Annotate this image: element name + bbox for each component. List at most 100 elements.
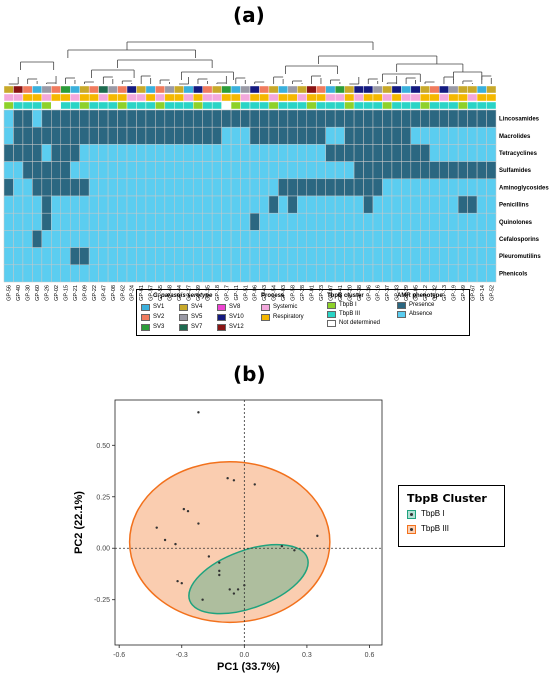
amr-cell <box>249 161 260 180</box>
amr-cell <box>202 161 213 180</box>
process-cell <box>155 93 166 102</box>
amr-cell <box>457 247 468 266</box>
sample-label: GP-15 <box>64 285 70 301</box>
resistance-class-label: Cefalosporins <box>499 237 540 243</box>
amr-cell <box>22 109 33 128</box>
amr-cell <box>88 109 99 128</box>
tbpb-cell <box>429 101 440 110</box>
amr-cell <box>69 264 80 283</box>
process-cell <box>60 93 71 102</box>
amr-cell <box>22 264 33 283</box>
amr-cell <box>353 212 364 231</box>
amr-cell <box>230 161 241 180</box>
amr-swatch <box>397 302 406 309</box>
process-cell <box>401 93 412 102</box>
sample-label: GP-33 <box>395 285 401 301</box>
amr-cell <box>240 144 251 162</box>
serotype-swatch <box>141 304 150 311</box>
serotype-cell <box>363 85 374 94</box>
amr-cell <box>107 178 118 197</box>
tbpb-cell <box>287 101 298 110</box>
amr-cell <box>3 230 14 248</box>
tbpb-cell <box>107 101 118 110</box>
amr-cell <box>334 212 345 231</box>
process-label: Respiratory <box>273 313 304 320</box>
amr-cell <box>107 144 118 162</box>
sample-label: GP-35 <box>205 285 211 301</box>
y-axis-label: PC2 (22.1%) <box>73 491 85 554</box>
amr-cell <box>192 144 203 162</box>
amr-cell <box>249 247 260 266</box>
amr-cell <box>476 247 487 266</box>
amr-cell <box>79 247 90 266</box>
serotype-cell <box>382 85 393 94</box>
serotype-cell <box>88 85 99 94</box>
serotype-cell <box>391 85 402 94</box>
sample-label: GP-51 <box>243 285 249 301</box>
y-tick-label: -0.25 <box>94 597 110 604</box>
amr-cell <box>420 230 431 248</box>
amr-cell <box>88 126 99 145</box>
amr-cell <box>60 161 71 180</box>
amr-cell <box>344 264 355 283</box>
serotype-cell <box>98 85 109 94</box>
process-cell <box>372 93 383 102</box>
amr-cell <box>117 264 128 283</box>
amr-cell <box>249 126 260 145</box>
pca-legend-label: TbpB III <box>421 524 450 533</box>
sample-label: GP-09 <box>82 285 88 301</box>
serotype-swatch <box>179 304 188 311</box>
tbpb-legend-title: TbpB cluster <box>327 293 364 299</box>
amr-cell <box>41 247 52 266</box>
amr-cell <box>438 247 449 266</box>
amr-cell <box>174 264 185 283</box>
amr-cell <box>268 144 279 162</box>
amr-label: Presence <box>409 301 435 308</box>
data-point <box>253 483 256 486</box>
amr-cell <box>334 264 345 283</box>
amr-cell <box>88 264 99 283</box>
amr-cell <box>306 144 317 162</box>
amr-cell <box>211 178 222 197</box>
amr-cell <box>420 195 431 214</box>
amr-cell <box>126 144 137 162</box>
amr-cell <box>98 230 109 248</box>
amr-cell <box>126 109 137 128</box>
panel-a-label: (a) <box>233 3 265 27</box>
amr-cell <box>79 109 90 128</box>
amr-cell <box>467 247 478 266</box>
sample-label: GP-36 <box>366 285 372 301</box>
amr-cell <box>145 109 156 128</box>
amr-cell <box>297 109 308 128</box>
amr-cell <box>259 195 270 214</box>
serotype-cell <box>70 85 80 94</box>
sample-label: GP-41 <box>338 285 344 301</box>
amr-cell <box>107 161 118 180</box>
amr-cell <box>13 230 24 248</box>
amr-cell <box>353 161 364 180</box>
serotype-cell <box>420 85 430 94</box>
amr-cell <box>325 144 336 162</box>
sample-label: GP-03 <box>281 285 287 301</box>
amr-cell <box>155 161 166 180</box>
amr-cell <box>117 247 128 266</box>
amr-cell <box>249 264 260 283</box>
amr-cell <box>221 212 232 231</box>
serotype-cell <box>457 85 468 94</box>
sample-label: GP-02 <box>54 285 60 301</box>
amr-cell <box>98 195 109 214</box>
amr-cell <box>476 126 487 145</box>
serotype-swatch <box>217 314 226 321</box>
amr-cell <box>382 109 393 128</box>
amr-cell <box>117 144 128 162</box>
amr-cell <box>476 230 487 248</box>
tbpb-cell <box>316 101 326 110</box>
sample-label: GP-56 <box>7 285 13 301</box>
amr-cell <box>32 230 43 248</box>
amr-cell <box>429 212 440 231</box>
serotype-cell <box>287 85 298 94</box>
amr-cell <box>136 161 147 180</box>
amr-cell <box>438 230 449 248</box>
tbpb-cell <box>448 101 459 110</box>
amr-cell <box>230 212 241 231</box>
